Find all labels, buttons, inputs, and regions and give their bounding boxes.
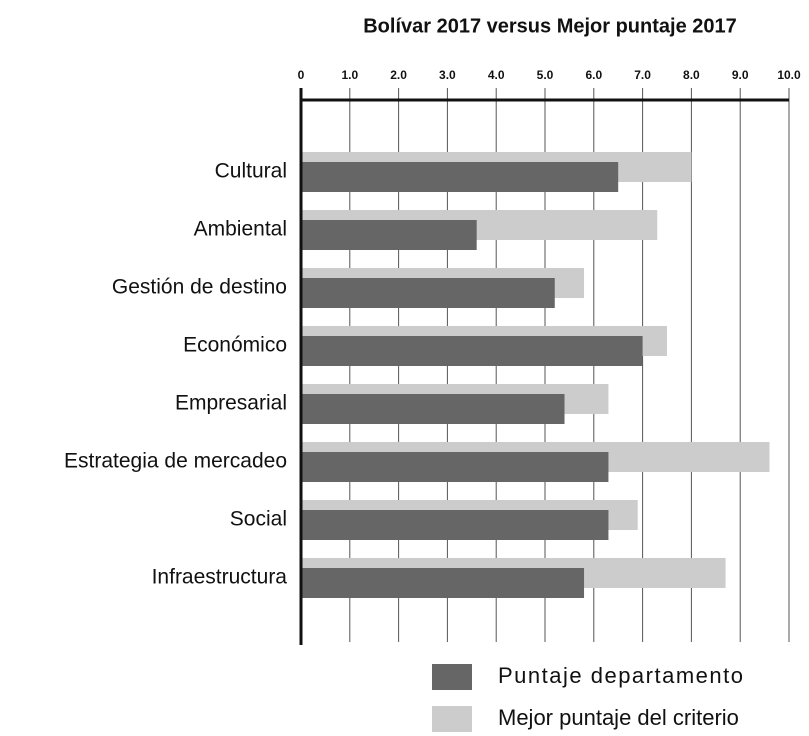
x-tick-label: 6.0: [585, 68, 602, 82]
y-tick-label: Infraestructura: [152, 566, 288, 589]
x-tick-label: 9.0: [732, 68, 749, 82]
legend-label: Mejor puntaje del criterio: [498, 705, 739, 730]
chart-title: Bolívar 2017 versus Mejor puntaje 2017: [363, 15, 737, 37]
x-tick-label: 0: [298, 68, 305, 82]
x-tick-label: 5.0: [537, 68, 554, 82]
x-tick-label: 10.0: [777, 68, 801, 82]
legend-swatch: [432, 664, 472, 690]
legend-label: Puntaje departamento: [498, 663, 745, 688]
x-tick-label: 2.0: [390, 68, 407, 82]
x-tick-label: 4.0: [488, 68, 505, 82]
x-tick-label: 8.0: [683, 68, 700, 82]
x-tick-label: 1.0: [341, 68, 358, 82]
y-tick-label: Económico: [183, 334, 287, 357]
y-tick-label: Empresarial: [175, 392, 287, 415]
bar: [301, 394, 565, 424]
y-tick-label: Gestión de destino: [112, 276, 287, 299]
x-tick-label: 7.0: [634, 68, 651, 82]
bar: [301, 278, 555, 308]
bar: [301, 510, 609, 540]
legend-swatch: [432, 706, 472, 732]
y-tick-label: Social: [230, 508, 287, 531]
bar: [301, 336, 643, 366]
bar: [301, 162, 619, 192]
y-tick-label: Ambiental: [194, 218, 287, 241]
x-tick-label: 3.0: [439, 68, 456, 82]
bar: [301, 220, 477, 250]
y-tick-label: Cultural: [215, 160, 287, 183]
y-tick-label: Estrategia de mercadeo: [64, 450, 287, 473]
bar: [301, 452, 609, 482]
bar: [301, 568, 585, 598]
